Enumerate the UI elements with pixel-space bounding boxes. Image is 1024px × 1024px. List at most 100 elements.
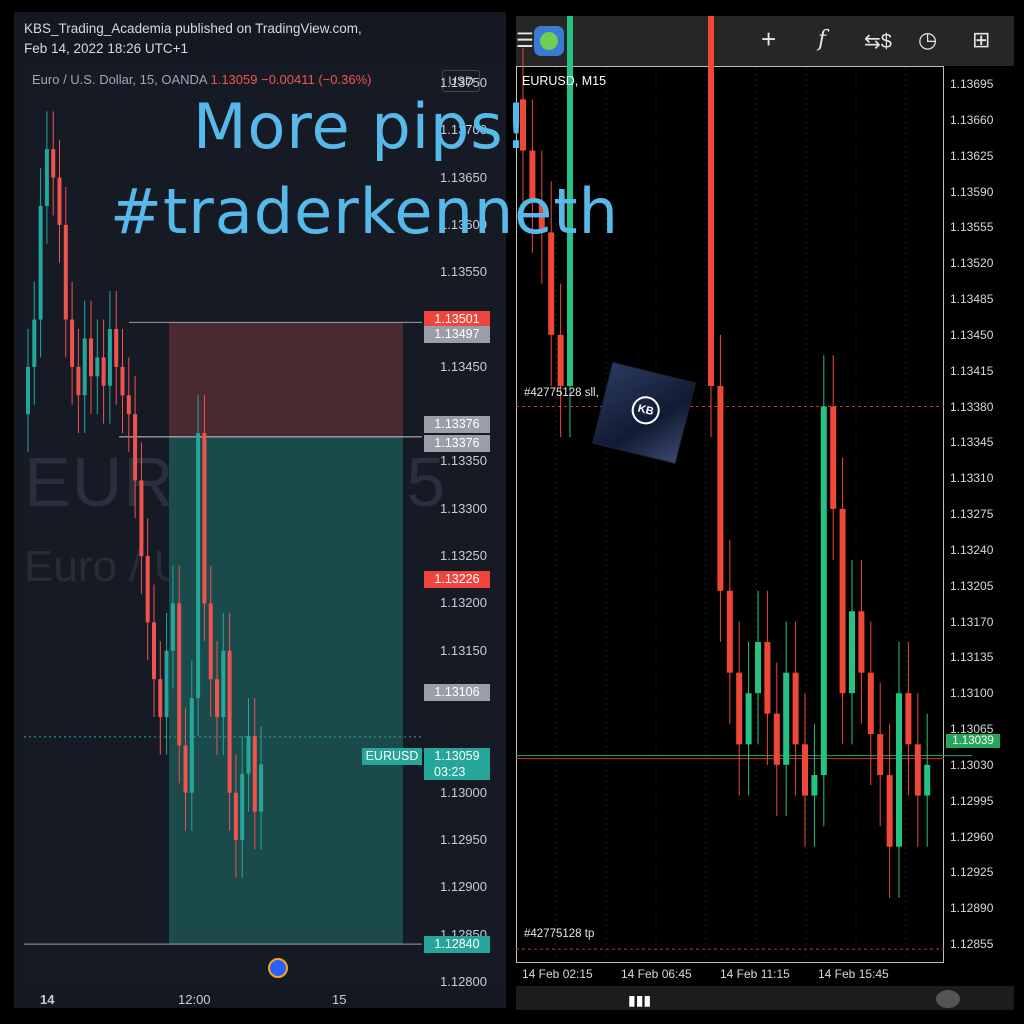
tv-price-tag: 1.13497 [424,325,490,343]
mt-price-label: 1.13345 [950,435,994,450]
mt-price-label: 1.12855 [950,937,994,951]
tv-candle [38,205,43,320]
tv-candle [126,395,131,415]
mt-price-label: 1.13625 [950,148,994,163]
new-document-icon[interactable]: ⊞ [972,27,991,52]
tv-candle [89,338,93,377]
mt-candle [520,99,526,151]
mt-candles-svg [516,16,972,962]
tradingview-panel: KBS_Trading_Academia published on Tradin… [14,12,506,1008]
tv-candle [183,745,188,793]
mt-price-label: 1.13520 [950,256,994,271]
mt-time-2: 14 Feb 11:15 [720,967,790,981]
tv-price-axis[interactable] [422,64,506,982]
tv-candle [152,622,156,680]
tv-price-tag: 1.12840 [424,936,490,954]
mt-candle [849,611,855,694]
mt-candle [858,611,865,673]
clock-icon[interactable]: ◷ [918,27,938,52]
nav-messages-icon[interactable] [936,990,960,1008]
mt-candle [877,734,884,776]
mt-time-3: 14 Feb 15:45 [818,967,889,981]
mt-candle [783,672,790,765]
trade-icon[interactable]: ⇆$ [864,31,892,53]
menu-icon[interactable]: ☰ [516,30,534,52]
mt-candle [529,150,536,202]
publish-header: KBS_Trading_Academia published on Tradin… [14,12,506,64]
nav-chart-icon[interactable]: ▮▮▮ [628,992,652,1008]
mt-candle [557,334,564,387]
tv-candle [44,149,49,206]
overlay-caption: More pips! [193,90,530,163]
tv-candle [107,328,112,386]
mt-price-label: 1.13170 [950,614,994,629]
mt-tp-label: #42775128 tp [524,928,595,940]
mt-price-label: 1.12890 [950,901,994,916]
mt-candle [811,775,818,796]
mt-symbol: EURUSD, M15 [522,74,607,88]
mt-time-1: 14 Feb 06:45 [621,967,692,981]
tv-candle [202,433,207,604]
tv-candle [259,764,264,812]
function-icon[interactable]: f [818,27,827,52]
bar-countdown: 03:23 [434,765,466,779]
tv-price-label: 1.12800 [440,974,487,989]
tv-candle [32,319,37,367]
tv-candle [145,556,150,623]
mt-price-label: 1.13065 [950,722,994,736]
tv-candle [252,735,257,812]
symbol-change: −0.00411 (−0.36%) [261,72,372,87]
crosshair-icon[interactable]: + [761,24,777,54]
mt-candle [773,713,780,765]
mt-chart-area[interactable] [516,66,944,963]
tv-price-label: 1.12900 [440,879,487,895]
tv-candle [170,603,175,651]
current-price-value: 1.13059 [434,749,480,763]
mt-price-label: 1.13310 [950,471,994,486]
tv-candle [208,603,213,680]
mt-price-label: 1.13695 [950,77,994,91]
mt-price-label: 1.13030 [950,757,994,772]
symbol-price: 1.13059 [210,72,258,87]
tv-candle [114,328,119,367]
mt-price-label: 1.13415 [950,363,994,378]
tv-price-label: 1.12950 [440,832,487,848]
tv-candle [164,650,169,718]
currency-button[interactable]: USD [442,70,480,92]
mt-candle [886,775,893,847]
mt-price-label: 1.13380 [950,399,994,414]
time-label-15: 15 [332,992,347,1007]
tv-time-axis [14,982,506,1008]
mt-candle [567,16,573,387]
mt-price-label: 1.13240 [950,542,994,557]
take-profit-zone [169,436,403,945]
mt-candle [905,693,912,745]
tv-candle [139,480,144,557]
tv-candle [76,366,81,396]
mt-candle [792,672,799,745]
tv-price-label: 1.13350 [440,453,487,469]
tv-candle [70,319,75,367]
tv-candle [158,679,163,718]
event-marker-icon[interactable] [268,958,288,978]
tv-candle [215,679,219,718]
tv-candle [26,366,30,415]
tv-price-tag: 1.13501 [424,310,490,328]
mt-candle [745,693,752,745]
mt-current-price-tag: 1.13039 [946,734,1000,748]
tv-price-label: 1.13650 [440,169,487,185]
tv-price-label: 1.13700 [440,122,487,138]
mt-candle [726,590,733,673]
app-logo-icon[interactable] [534,26,564,56]
mt-price-label: 1.13450 [950,327,994,342]
mt-price-label: 1.13205 [950,578,994,593]
metatrader-panel: ☰ + f ⇆$ ◷ ⊞ EURUSD, M15 1.13695 1.13660 1… [516,16,1014,1010]
tv-candle [101,357,106,386]
tv-price-label: 1.13200 [440,595,487,611]
tv-price-label: 1.13150 [440,642,487,658]
current-price-tag: 1.13059 03:23 [424,748,490,780]
tv-candle [246,735,251,774]
mt-time-0: 14 Feb 02:15 [522,967,593,981]
mt-price-label: 1.13275 [950,507,994,521]
mt-candle [802,744,808,796]
